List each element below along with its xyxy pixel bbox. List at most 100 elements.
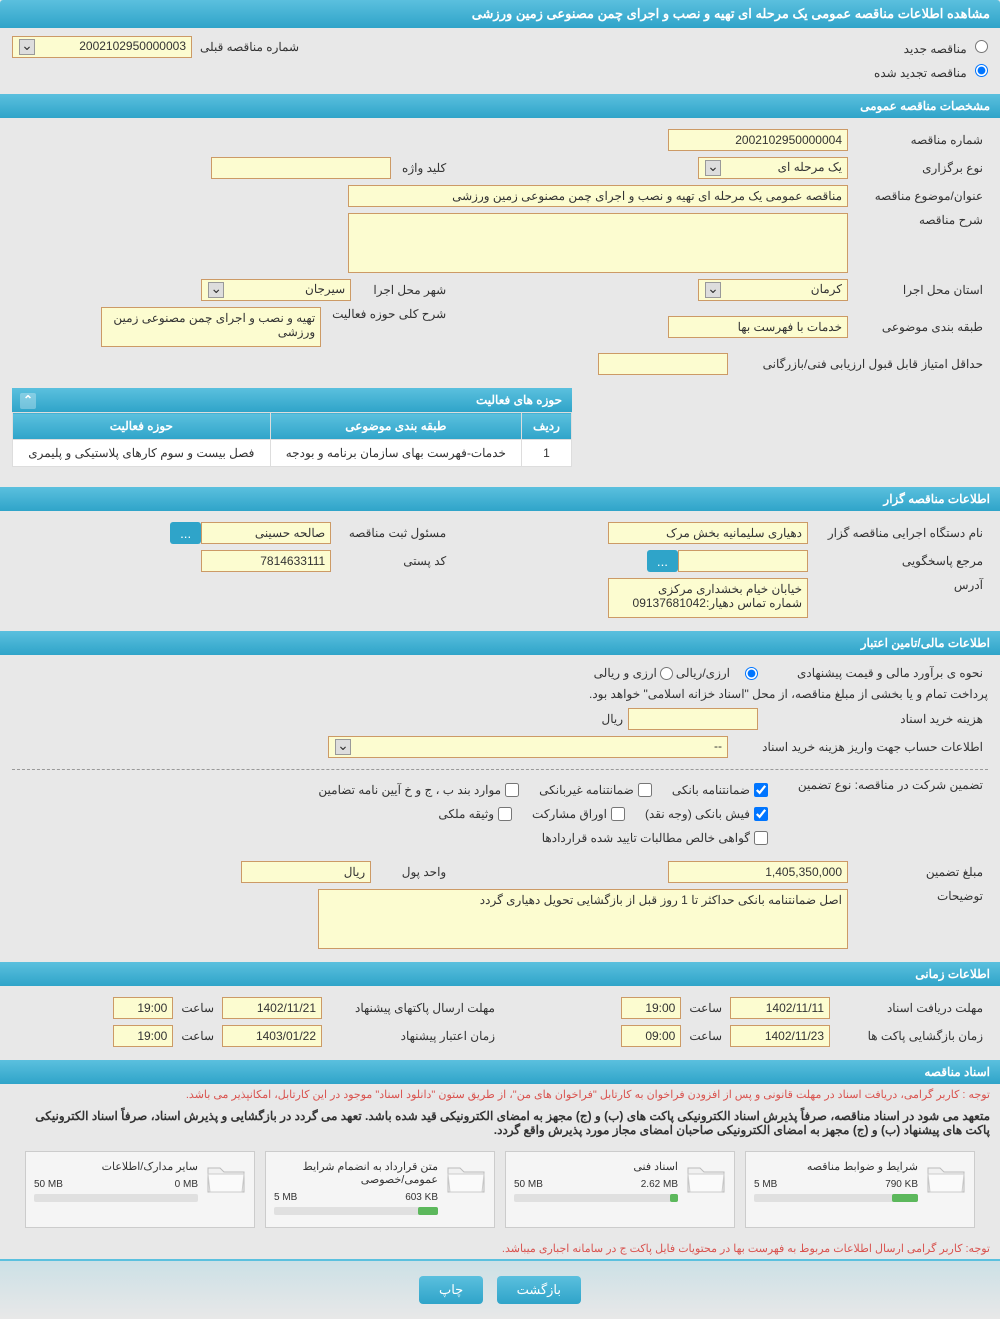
file-title: متن قرارداد به انضمام شرایط عمومی/خصوصی <box>274 1160 438 1186</box>
file-card[interactable]: متن قرارداد به انضمام شرایط عمومی/خصوصی5… <box>265 1151 495 1228</box>
subject-field[interactable]: مناقصه عمومی یک مرحله ای تهیه و نصب و اج… <box>348 185 848 207</box>
divider-1 <box>12 769 988 770</box>
table-row: 1 خدمات-فهرست بهای سازمان برنامه و بودجه… <box>13 440 572 467</box>
file-max: 50 MB <box>514 1179 543 1190</box>
notes-field[interactable]: اصل ضمانتنامه بانکی حداکثر تا 1 روز قبل … <box>318 889 848 949</box>
chk-bonds[interactable] <box>611 807 625 821</box>
chk-cert[interactable] <box>754 831 768 845</box>
prev-number-select[interactable]: 2002102950000003 <box>12 36 192 58</box>
guarantee-amount-label: مبلغ تضمین <box>848 865 988 879</box>
radio-new-tender-label: مناقصه جدید <box>904 42 967 56</box>
radio-renewed-tender-label: مناقصه تجدید شده <box>874 66 967 80</box>
file-used: 0 MB <box>175 1179 198 1190</box>
guarantee-row: تضمین شرکت در مناقصه: نوع تضمین ضمانتنام… <box>12 778 988 850</box>
estimate-opt-1: ارزی و ریالی <box>594 666 657 680</box>
folder-icon <box>686 1160 726 1196</box>
envelope-open-date[interactable]: 1402/11/23 <box>730 1025 830 1047</box>
time-label-4: ساعت <box>181 1029 214 1043</box>
file-card[interactable]: اسناد فنی50 MB2.62 MB <box>505 1151 735 1228</box>
estimate-label: نحوه ی برآورد مالی و قیمت پیشنهادی <box>758 666 988 680</box>
tender-type-area: مناقصه جدید مناقصه تجدید شده شماره مناقص… <box>0 28 1000 92</box>
prev-number-block: شماره مناقصه قبلی 2002102950000003 <box>12 36 299 58</box>
folder-icon <box>446 1160 486 1196</box>
radio-renewed-tender[interactable] <box>975 64 988 77</box>
province-select[interactable]: کرمان <box>698 279 848 301</box>
file-card[interactable]: شرایط و ضوابط مناقصه5 MB790 KB <box>745 1151 975 1228</box>
purchase-cost-label: هزینه خرید اسناد <box>758 712 988 726</box>
print-button[interactable]: چاپ <box>419 1276 483 1304</box>
postal-label: کد پستی <box>331 554 451 568</box>
guarantee-amount-field[interactable]: 1,405,350,000 <box>668 861 848 883</box>
purchase-cost-field[interactable] <box>628 708 758 730</box>
radio-new-tender[interactable] <box>975 40 988 53</box>
holding-type-select[interactable]: یک مرحله ای <box>698 157 848 179</box>
file-card[interactable]: سایر مدارک/اطلاعات50 MB0 MB <box>25 1151 255 1228</box>
file-used: 2.62 MB <box>641 1179 678 1190</box>
time-label-3: ساعت <box>689 1029 722 1043</box>
tender-number-field[interactable]: 2002102950000004 <box>668 129 848 151</box>
folder-icon <box>926 1160 966 1196</box>
activity-th-1: طبقه بندی موضوعی <box>270 413 521 440</box>
account-select[interactable]: -- <box>328 736 728 758</box>
chk-cash[interactable] <box>754 807 768 821</box>
page-title-bar: مشاهده اطلاعات مناقصه عمومی یک مرحله ای … <box>0 0 1000 28</box>
time-label-2: ساعت <box>181 1001 214 1015</box>
chk-clause[interactable] <box>505 783 519 797</box>
responder-field[interactable] <box>678 550 808 572</box>
city-select[interactable]: سیرجان <box>201 279 351 301</box>
activity-th-0: ردیف <box>522 413 572 440</box>
chk-bank-guarantee[interactable] <box>754 783 768 797</box>
chk-nonbank-guarantee[interactable] <box>638 783 652 797</box>
currency-field[interactable]: ریال <box>241 861 371 883</box>
doc-note-3: توجه: کاربر گرامی ارسال اطلاعات مربوط به… <box>0 1238 1000 1259</box>
estimate-radio-1[interactable] <box>660 667 673 680</box>
collapse-icon[interactable]: ⌃ <box>20 393 36 409</box>
estimate-radio-0[interactable] <box>745 667 758 680</box>
address-field[interactable]: خیابان خیام بخشداری مرکزی شماره تماس دهی… <box>608 578 808 618</box>
doc-receive-date[interactable]: 1402/11/11 <box>730 997 830 1019</box>
description-label: شرح مناقصه <box>848 213 988 227</box>
proposal-send-date[interactable]: 1402/11/21 <box>222 997 322 1019</box>
currency-label: واحد پول <box>371 865 451 879</box>
file-max: 50 MB <box>34 1179 63 1190</box>
doc-receive-time[interactable]: 19:00 <box>621 997 681 1019</box>
tender-number-label: شماره مناقصه <box>848 133 988 147</box>
file-progress-bar <box>34 1194 198 1202</box>
organizer-area: نام دستگاه اجرایی مناقصه گزار دهیاری سلی… <box>0 511 1000 629</box>
doc-note-1: توجه : کاربر گرامی، دریافت اسناد در مهلت… <box>0 1084 1000 1105</box>
agency-field[interactable]: دهیاری سلیمانیه بخش مرک <box>608 522 808 544</box>
description-field[interactable] <box>348 213 848 273</box>
prev-number-label: شماره مناقصه قبلی <box>200 40 299 54</box>
purchase-cost-unit: ریال <box>601 712 623 726</box>
registrar-more-button[interactable]: ... <box>170 522 201 544</box>
category-label: طبقه بندی موضوعی <box>848 320 988 334</box>
min-score-field[interactable] <box>598 353 728 375</box>
keyword-field[interactable] <box>211 157 391 179</box>
time-label-1: ساعت <box>689 1001 722 1015</box>
back-button[interactable]: بازگشت <box>497 1276 581 1304</box>
responder-more-button[interactable]: ... <box>647 550 678 572</box>
subject-label: عنوان/موضوع مناقصه <box>848 189 988 203</box>
activity-scope-label: شرح کلی حوزه فعالیت <box>321 307 451 321</box>
proposal-validity-date[interactable]: 1403/01/22 <box>222 1025 322 1047</box>
activity-table: ردیف طبقه بندی موضوعی حوزه فعالیت 1 خدما… <box>12 412 572 467</box>
documents-area: توجه : کاربر گرامی، دریافت اسناد در مهلت… <box>0 1084 1000 1259</box>
file-max: 5 MB <box>754 1179 777 1190</box>
file-title: شرایط و ضوابط مناقصه <box>754 1160 918 1173</box>
postal-field[interactable]: 7814633111 <box>201 550 331 572</box>
time-area: مهلت دریافت اسناد 1402/11/11 ساعت 19:00 … <box>0 986 1000 1058</box>
guarantee-checkboxes: ضمانتنامه بانکی ضمانتنامه غیربانکی موارد… <box>12 778 768 802</box>
envelope-open-time[interactable]: 09:00 <box>621 1025 681 1047</box>
proposal-send-time[interactable]: 19:00 <box>113 997 173 1019</box>
chk-property[interactable] <box>498 807 512 821</box>
activity-th-2: حوزه فعالیت <box>13 413 271 440</box>
doc-note-2: متعهد می شود در اسناد مناقصه، صرفاً پذیر… <box>0 1105 1000 1141</box>
file-progress-bar <box>754 1194 918 1202</box>
proposal-validity-time[interactable]: 19:00 <box>113 1025 173 1047</box>
category-field[interactable]: خدمات با فهرست بها <box>668 316 848 338</box>
proposal-validity-label: زمان اعتبار پیشنهاد <box>330 1029 500 1043</box>
registrar-field[interactable]: صالحه حسینی <box>201 522 331 544</box>
keyword-label: کلید واژه <box>391 161 451 175</box>
activity-scope-field[interactable]: تهیه و نصب و اجرای چمن مصنوعی زمین ورزشی <box>101 307 321 347</box>
min-score-label: حداقل امتیاز قابل قبول ارزیابی فنی/بازرگ… <box>728 357 988 371</box>
